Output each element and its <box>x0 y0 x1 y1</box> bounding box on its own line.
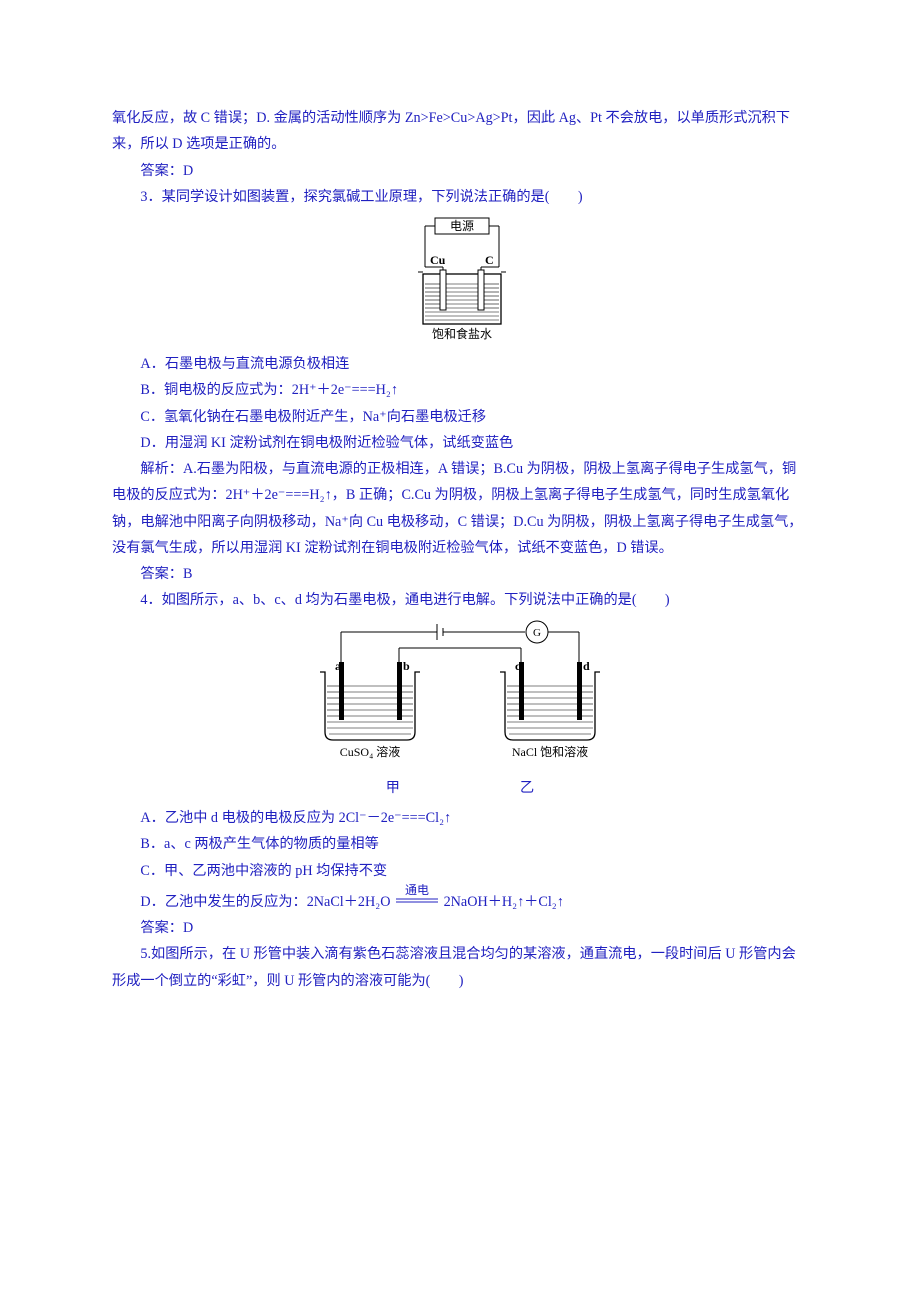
fig2-g-meter: G <box>533 627 541 639</box>
question-5: 5.如图所示，在 U 形管中装入滴有紫色石蕊溶液且混合均匀的某溶液，通直流电，一… <box>112 941 808 994</box>
fig2-label-b: b <box>403 659 410 673</box>
fig2-caption-left: 甲 <box>386 775 400 801</box>
svg-text:通电: 通电 <box>405 884 429 897</box>
figure-1-electrolysis: 电源 Cu C <box>112 214 808 349</box>
q4d-post: 2NaOH＋H₂↑＋Cl₂↑ <box>444 894 564 910</box>
q4-option-c: C．甲、乙两池中溶液的 pH 均保持不变 <box>112 858 808 884</box>
q4-option-d: D．乙池中发生的反应为：2NaCl＋2H₂O 通电 2NaOH＋H₂↑＋Cl₂↑ <box>112 884 808 915</box>
fig2-label-nacl: NaCl 饱和溶液 <box>512 744 588 759</box>
fig2-caption-right: 乙 <box>520 775 534 801</box>
q3-option-d: D．用湿润 KI 淀粉试剂在铜电极附近检验气体，试纸变蓝色 <box>112 430 808 456</box>
fig1-label-power: 电源 <box>450 219 474 233</box>
answer-3: 答案：B <box>112 561 808 587</box>
q3-option-a: A．石墨电极与直流电源负极相连 <box>112 351 808 377</box>
figure-2-electrolysis-series: G a b c d <box>112 618 808 773</box>
answer-4: 答案：D <box>112 915 808 941</box>
fig2-label-cuso4: CuSO₄ 溶液 <box>340 744 401 759</box>
answer-2: 答案：D <box>112 158 808 184</box>
paragraph-previous-continuation: 氧化反应，故 C 错误；D. 金属的活动性顺序为 Zn>Fe>Cu>Ag>Pt，… <box>112 105 808 158</box>
q4-option-a: A．乙池中 d 电极的电极反应为 2Cl⁻－2e⁻===Cl₂↑ <box>112 805 808 831</box>
explanation-3: 解析：A.石墨为阳极，与直流电源的正极相连，A 错误；B.Cu 为阴极，阴极上氢… <box>112 456 808 561</box>
q3-option-b: B．铜电极的反应式为：2H⁺＋2e⁻===H₂↑ <box>112 377 808 403</box>
figure-2-caption: 甲 乙 <box>112 775 808 801</box>
q4d-pre: D．乙池中发生的反应为：2NaCl＋2H₂O <box>140 894 390 910</box>
fig1-label-solution: 饱和食盐水 <box>432 326 492 341</box>
question-4: 4．如图所示，a、b、c、d 均为石墨电极，通电进行电解。下列说法中正确的是( … <box>112 587 808 613</box>
q3-option-c: C．氢氧化钠在石墨电极附近产生，Na⁺向石墨电极迁移 <box>112 404 808 430</box>
q4-option-b: B．a、c 两极产生气体的物质的量相等 <box>112 831 808 857</box>
fig2-label-d: d <box>583 659 590 673</box>
question-3: 3．某同学设计如图装置，探究氯碱工业原理，下列说法正确的是( ) <box>112 184 808 210</box>
fig1-label-c: C <box>485 253 494 267</box>
fig1-label-cu: Cu <box>430 253 446 267</box>
electrolysis-arrow-icon: 通电 <box>394 884 440 910</box>
